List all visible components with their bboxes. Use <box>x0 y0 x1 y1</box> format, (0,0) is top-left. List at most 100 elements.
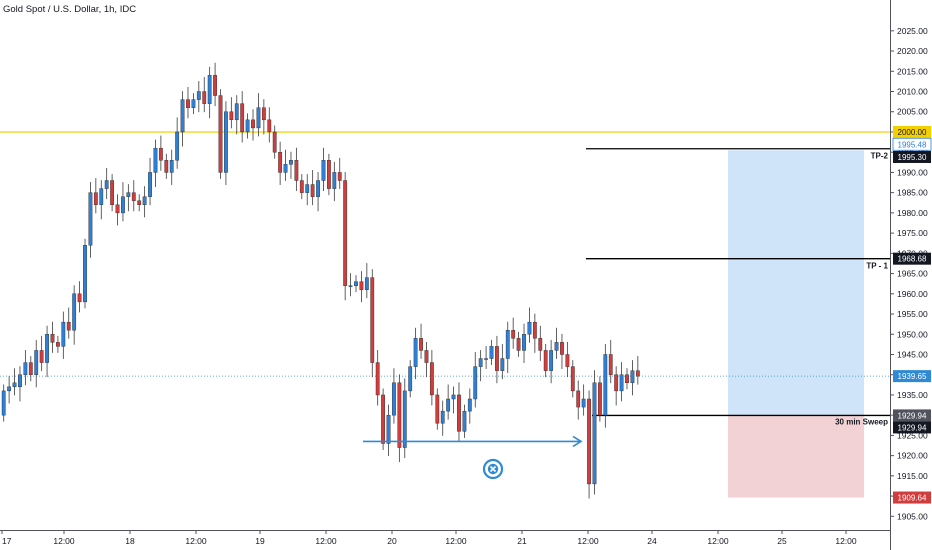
candle-body <box>175 131 180 161</box>
candle-body <box>413 338 418 367</box>
candle <box>202 76 207 113</box>
position-zones <box>728 150 864 498</box>
candle <box>196 80 201 113</box>
resistance-price-tag: 2000.00 <box>893 125 931 138</box>
candle-body <box>28 362 33 375</box>
candle-body <box>549 350 554 371</box>
candle-body <box>440 410 445 424</box>
price-tag-label: 1939.65 <box>898 372 927 381</box>
candle-body <box>104 180 109 189</box>
price-tick-label: 1935.00 <box>897 390 928 400</box>
time-tick-label: 12:00 <box>577 536 599 546</box>
candle-body <box>489 346 494 359</box>
x-circle-icon <box>482 458 504 480</box>
candle-body <box>294 160 299 181</box>
candle-body <box>39 350 44 363</box>
candle <box>88 182 93 258</box>
candle <box>148 157 152 206</box>
candle <box>23 350 28 386</box>
candle-body <box>386 414 391 444</box>
candle <box>381 388 385 450</box>
candle <box>603 343 608 428</box>
price-tick-label: 2025.00 <box>897 26 928 36</box>
candle <box>61 311 66 359</box>
candle-body <box>343 180 348 286</box>
time-tick-label: 17 <box>2 536 12 546</box>
candle <box>310 169 315 206</box>
candle-body <box>570 366 575 392</box>
candle-body <box>408 366 413 392</box>
candle-body <box>56 342 60 347</box>
candle <box>429 350 434 406</box>
candle <box>570 360 575 398</box>
candle <box>267 107 272 143</box>
sweep-alt-price-tag: 1929.94 <box>893 421 931 434</box>
candle <box>207 66 212 119</box>
price-tick-label: 1905.00 <box>897 511 928 521</box>
price-tag-label: 1995.48 <box>898 140 927 149</box>
candle-body <box>370 277 375 363</box>
chart-title: Gold Spot / U.S. Dollar, 1h, IDC <box>3 4 137 15</box>
price-tag-bg <box>893 150 931 163</box>
price-axis: 1905.001910.001915.001920.001925.001930.… <box>890 0 932 550</box>
candle-body <box>446 398 451 412</box>
candle-body <box>543 350 548 371</box>
candle <box>299 174 304 200</box>
time-tick-label: 18 <box>125 536 135 546</box>
candle-body <box>23 362 28 375</box>
candle <box>364 263 369 299</box>
candle <box>83 238 87 309</box>
candle-body <box>457 394 461 432</box>
tp2-label: TP-2 <box>871 151 889 160</box>
candle-body <box>505 330 510 359</box>
time-axis: 17 12:00 18 12:00 19 12:00 20 12:00 21 12:00 24 12:… <box>0 530 890 550</box>
candle-body <box>429 362 434 396</box>
candle <box>332 161 337 202</box>
candle <box>397 374 402 463</box>
tp2-price-tag: 1995.48 <box>892 137 932 151</box>
price-tag-bg <box>893 421 931 434</box>
candle-body <box>18 374 22 388</box>
candle-body <box>381 394 385 444</box>
candle-body <box>321 160 326 181</box>
candle-body <box>278 151 283 173</box>
candle-body <box>516 338 521 351</box>
candle <box>581 384 586 416</box>
candle-body <box>164 160 169 173</box>
candle-body <box>608 354 613 375</box>
price-tick-label: 2015.00 <box>897 66 928 76</box>
candle-body <box>451 394 456 400</box>
candle <box>435 388 440 430</box>
candle <box>18 366 22 402</box>
candle-body <box>424 350 429 363</box>
candle <box>527 307 532 343</box>
candle-body <box>34 350 39 375</box>
price-tick-label: 1950.00 <box>897 329 928 339</box>
candle-body <box>126 192 131 197</box>
sweep-label: 30 min Sweep <box>835 417 888 426</box>
price-tag-label: 1995.30 <box>898 153 927 162</box>
candle <box>158 135 163 171</box>
candle <box>229 97 234 129</box>
price-tag-label: 1909.64 <box>898 494 927 503</box>
candle-body <box>224 111 228 173</box>
candle-body <box>77 293 82 303</box>
candle <box>354 275 358 293</box>
candle <box>587 390 591 499</box>
candle <box>337 157 342 190</box>
candle-body <box>142 196 147 205</box>
candle-body <box>625 374 629 384</box>
candle <box>359 271 364 303</box>
candle <box>549 339 554 384</box>
candle-body <box>110 180 115 205</box>
price-tick-label: 2010.00 <box>897 87 928 97</box>
candle-body <box>153 147 158 173</box>
candle <box>305 174 310 206</box>
candle-body <box>93 192 98 205</box>
candle-body <box>532 321 537 339</box>
candle-body <box>99 188 104 205</box>
candle-body <box>72 293 77 331</box>
tp2-alt-price-tag: 1995.30 <box>893 150 931 163</box>
candle-body <box>299 180 304 193</box>
